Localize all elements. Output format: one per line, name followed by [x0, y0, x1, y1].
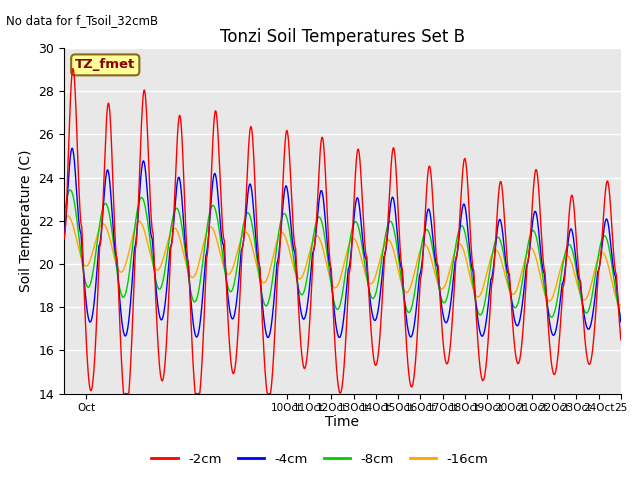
Title: Tonzi Soil Temperatures Set B: Tonzi Soil Temperatures Set B	[220, 28, 465, 47]
Text: TZ_fmet: TZ_fmet	[75, 59, 136, 72]
Y-axis label: Soil Temperature (C): Soil Temperature (C)	[19, 150, 33, 292]
Text: No data for f_Tsoil_32cmB: No data for f_Tsoil_32cmB	[6, 14, 159, 27]
X-axis label: Time: Time	[325, 415, 360, 429]
Legend: -2cm, -4cm, -8cm, -16cm: -2cm, -4cm, -8cm, -16cm	[146, 447, 494, 471]
